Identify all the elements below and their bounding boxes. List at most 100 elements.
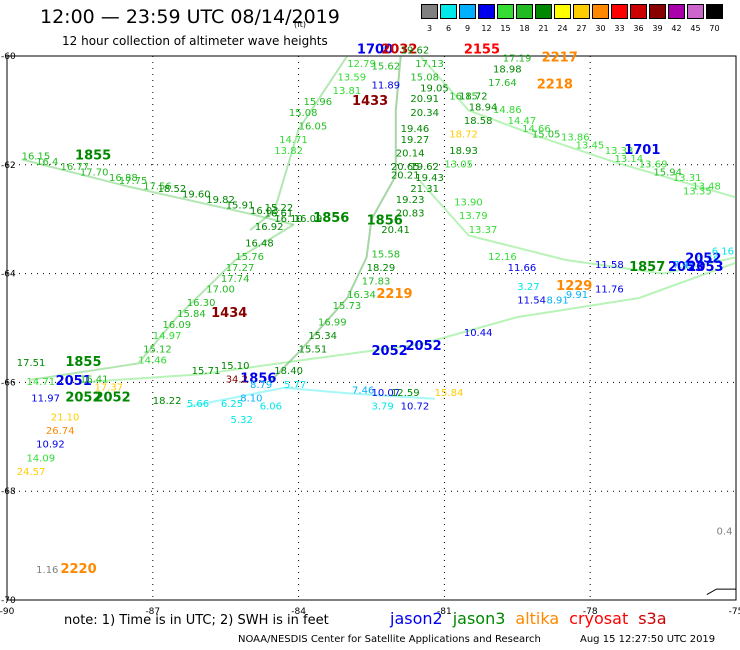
wave-height-label: 15.08: [410, 72, 439, 83]
scale-swatch-70: [706, 4, 723, 19]
wave-height-label: 13.79: [459, 211, 488, 222]
coastline: [706, 588, 736, 595]
wave-height-label: 20.14: [396, 149, 425, 160]
pass-time-label: 2052: [65, 390, 101, 405]
x-tick-label: -87: [145, 607, 160, 617]
wave-height-label: 8.10: [240, 393, 262, 404]
wave-height-label: 19.23: [396, 195, 425, 206]
wave-height-label: 34.2: [226, 374, 248, 385]
scale-label-39: 39: [652, 24, 663, 33]
pass-time-label: 1856: [367, 214, 403, 229]
scale-label-27: 27: [576, 24, 587, 33]
y-tick-label: -62: [1, 161, 16, 171]
pass-time-label: 2220: [60, 562, 96, 577]
scale-label-6: 6: [445, 24, 452, 33]
wave-height-label: 14.97: [153, 331, 182, 342]
scale-swatch-24: [554, 4, 571, 19]
wave-height-label: 11.76: [595, 285, 624, 296]
scale-unit: (ft): [294, 20, 307, 29]
wave-height-label: 16.34: [347, 290, 376, 301]
satellite-track: [249, 55, 349, 231]
wave-height-label: 17.75: [119, 176, 148, 187]
wave-height-label: 13.37: [469, 225, 498, 236]
wave-height-label: 14.71: [279, 135, 308, 146]
wave-height-label: 15.12: [143, 344, 172, 355]
wave-height-label: 20.21: [391, 170, 420, 181]
wave-height-label: 14.09: [26, 453, 55, 464]
map-frame: [6, 55, 737, 601]
wave-height-label: 15.91: [226, 200, 255, 211]
scale-swatch-30: [592, 4, 609, 19]
wave-height-label: 19.60: [182, 189, 211, 200]
scale-label-33: 33: [614, 24, 625, 33]
pass-time-label: 1700: [357, 42, 393, 57]
y-tick-label: -66: [1, 378, 16, 388]
wave-height-label: 15.62: [372, 62, 401, 73]
map-subtitle: 12 hour collection of altimeter wave hei…: [62, 34, 328, 48]
wave-height-label: 5.66: [187, 399, 209, 410]
wave-height-label: 8.91: [546, 296, 568, 307]
pass-time-label: 2052: [406, 339, 442, 354]
pass-time-label: 1433: [352, 94, 388, 109]
satellite-track: [79, 261, 737, 384]
wave-height-label: 19.46: [401, 124, 430, 135]
wave-height-label: 18.58: [464, 116, 493, 127]
pass-time-label: 2218: [537, 78, 573, 93]
wave-height-label: 6.25: [221, 399, 243, 410]
wave-height-label: 19.62: [410, 162, 439, 173]
wave-height-label: 18.93: [449, 146, 478, 157]
scale-swatch-3: [421, 4, 438, 19]
pass-time-label: 1856: [313, 211, 349, 226]
scale-label-21: 21: [538, 24, 549, 33]
satellite-track: [186, 386, 435, 408]
scale-label-45: 45: [690, 24, 701, 33]
wave-height-label: 14.86: [493, 105, 522, 116]
wave-height-label: 1.16: [36, 565, 58, 576]
wave-height-label: 7.46: [352, 385, 374, 396]
wave-height-label: 18.72: [459, 92, 488, 103]
scale-label-15: 15: [500, 24, 511, 33]
wave-height-label: 16.4: [36, 157, 58, 168]
wave-height-label: 3.27: [517, 282, 539, 293]
wave-height-label: 13.45: [576, 140, 605, 151]
wave-height-label: 3.79: [372, 402, 394, 413]
y-tick-label: -60: [1, 52, 16, 62]
wave-height-label: 13.82: [274, 146, 303, 157]
wave-height-label: 5.77: [284, 380, 306, 391]
wave-height-label: 11.66: [508, 263, 537, 274]
x-tick-label: -75: [729, 607, 740, 617]
wave-height-label: 12.79: [347, 59, 376, 70]
pass-time-label: 1434: [211, 306, 247, 321]
x-tick-label: -84: [291, 607, 306, 617]
wave-height-label: 14.71: [26, 377, 55, 388]
wave-height-label: 21.10: [51, 412, 80, 423]
wave-height-label: 20.83: [396, 208, 425, 219]
wave-height-label: 15.05: [532, 130, 561, 141]
wave-height-label: 13.48: [692, 181, 721, 192]
wave-height-label: 6.16: [712, 247, 734, 258]
y-tick-label: -64: [1, 270, 16, 280]
wave-height-label: 7.45: [673, 260, 695, 271]
scale-label-30: 30: [595, 24, 606, 33]
wave-height-label: 16.77: [60, 162, 89, 173]
wave-height-label: 20.65: [391, 162, 420, 173]
scale-swatch-12: [478, 4, 495, 19]
pass-time-label: 1857: [629, 260, 665, 275]
pass-time-label: 2219: [376, 287, 412, 302]
wave-height-label: 3.58: [697, 255, 719, 266]
wave-height-label: 26.74: [46, 426, 75, 437]
wave-height-label: 16.09: [294, 214, 323, 225]
wave-height-label: 18.22: [153, 396, 182, 407]
x-tick-label: -81: [437, 607, 452, 617]
wave-height-label: 21.31: [410, 184, 439, 195]
wave-height-label: 15.84: [177, 309, 206, 320]
wave-height-label: 18.29: [367, 263, 396, 274]
pass-time-label: 2052: [372, 344, 408, 359]
pass-time-label: 1701: [624, 143, 660, 158]
wave-height-label: 15.84: [435, 388, 464, 399]
wave-height-label: 8.79: [250, 380, 272, 391]
wave-height-label: 15.10: [221, 361, 250, 372]
wave-height-label: 13.14: [615, 154, 644, 165]
scale-swatch-15: [497, 4, 514, 19]
